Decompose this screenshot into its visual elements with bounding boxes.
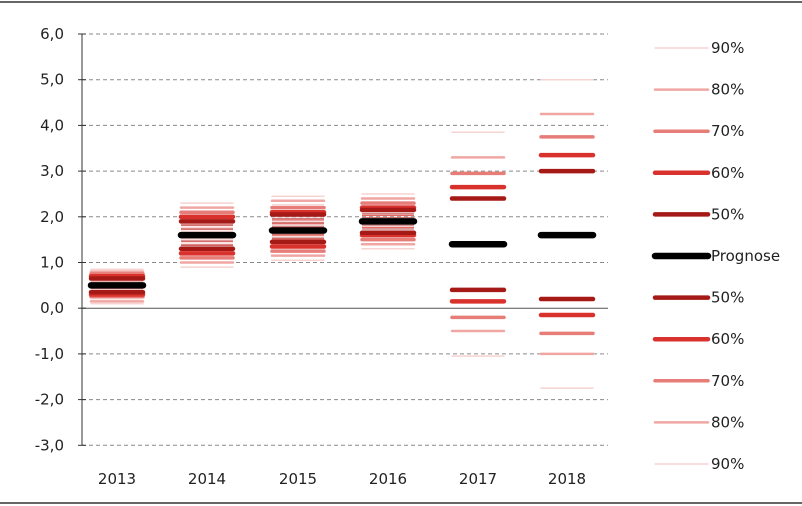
legend-label: 60% bbox=[711, 330, 744, 348]
y-tick-label: 5,0 bbox=[40, 71, 64, 89]
legend-label: 50% bbox=[711, 205, 744, 223]
legend-label: 70% bbox=[711, 122, 744, 140]
fan-bands bbox=[88, 78, 596, 389]
y-tick-label: -2,0 bbox=[35, 391, 64, 409]
x-tick-label: 2018 bbox=[548, 470, 586, 488]
y-tick-label: 6,0 bbox=[40, 25, 64, 43]
y-tick-label: 4,0 bbox=[40, 116, 64, 134]
legend-label: 90% bbox=[711, 455, 744, 473]
legend-label: 80% bbox=[711, 81, 744, 99]
legend: 90% 80% 70% 60% 50% Prognose 50% 60% 70% 80% 90% bbox=[651, 39, 780, 473]
y-tick-label: 0,0 bbox=[40, 299, 64, 317]
legend-label: Prognose bbox=[711, 247, 780, 265]
y-axis: 6,0 5,0 4,0 3,0 2,0 1,0 0,0 -1,0 -2,0 -3,0 bbox=[35, 25, 86, 454]
y-tick-label: 3,0 bbox=[40, 162, 64, 180]
x-tick-label: 2015 bbox=[279, 470, 317, 488]
legend-label: 90% bbox=[711, 39, 744, 57]
x-tick-label: 2017 bbox=[459, 470, 497, 488]
x-tick-label: 2016 bbox=[369, 470, 407, 488]
legend-label: 50% bbox=[711, 289, 744, 307]
legend-label: 60% bbox=[711, 164, 744, 182]
legend-label: 80% bbox=[711, 413, 744, 431]
gridlines bbox=[82, 33, 608, 446]
y-tick-label: 1,0 bbox=[40, 254, 64, 272]
x-tick-label: 2014 bbox=[188, 470, 226, 488]
legend-label: 70% bbox=[711, 372, 744, 390]
prognose-series bbox=[87, 218, 597, 289]
y-tick-label: 2,0 bbox=[40, 208, 64, 226]
x-tick-label: 2013 bbox=[98, 470, 136, 488]
x-axis: 2013 2014 2015 2016 2017 2018 bbox=[98, 470, 586, 488]
y-tick-label: -3,0 bbox=[35, 436, 64, 454]
y-tick-label: -1,0 bbox=[35, 345, 64, 363]
